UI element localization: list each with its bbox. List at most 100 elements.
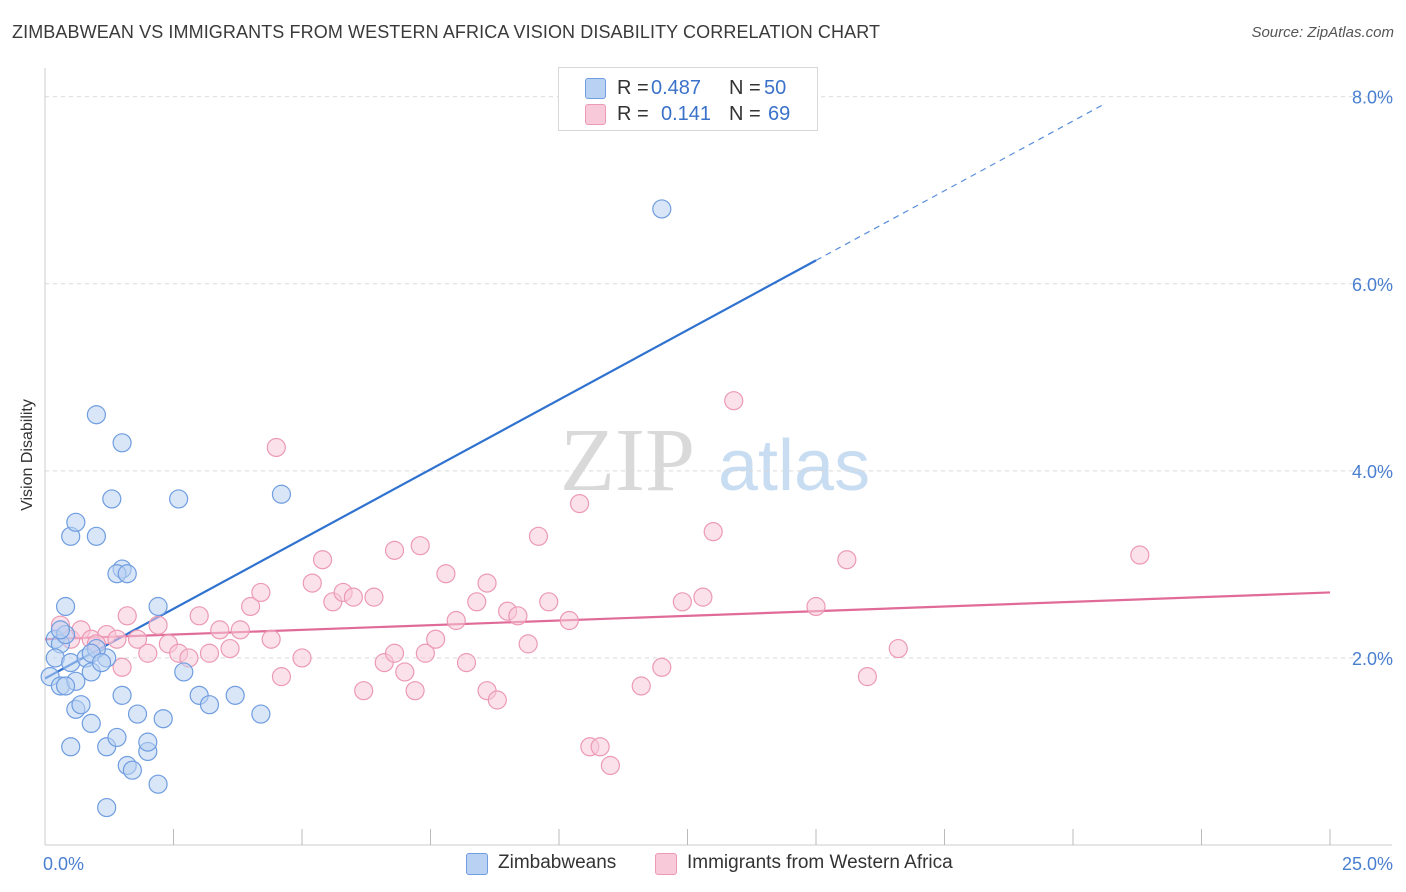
- western-africa-point: [241, 596, 261, 617]
- zimbabwean-point: [199, 695, 220, 715]
- zimbabwean-point: [91, 653, 112, 673]
- western-africa-point: [528, 526, 549, 546]
- western-africa-point: [446, 610, 466, 631]
- zimbabwean-point: [112, 433, 132, 453]
- zimbabwean-point: [117, 564, 137, 584]
- n-label: N =: [729, 77, 761, 99]
- western-africa-point: [117, 606, 137, 626]
- western-africa-point: [569, 493, 590, 514]
- zimbabwean-point: [148, 596, 168, 617]
- western-africa-point: [600, 755, 621, 776]
- western-africa-trend-line: [44, 591, 1331, 641]
- zimbabwean-point: [86, 526, 107, 546]
- y-tick-label: 8.0%: [1352, 88, 1393, 108]
- zimbabwean-point: [86, 405, 107, 425]
- western-africa-point: [107, 629, 127, 649]
- western-africa-point: [127, 629, 148, 649]
- western-africa-point: [312, 550, 333, 570]
- western-africa-point: [266, 437, 286, 458]
- zimbabwean-point: [55, 596, 76, 617]
- western-africa-point: [261, 629, 281, 649]
- chart-title: ZIMBABWEAN VS IMMIGRANTS FROM WESTERN AF…: [12, 22, 881, 42]
- zimbabwean-point: [148, 774, 168, 794]
- zimbabwean-point: [112, 685, 132, 705]
- western-africa-point: [888, 638, 908, 659]
- chart-source: Source: ZipAtlas.com: [1251, 24, 1394, 41]
- western-africa-point: [1130, 545, 1150, 565]
- western-africa-point: [415, 643, 435, 663]
- western-africa-point: [693, 587, 713, 607]
- stats-legend: R = 0.487 N = 50 R = 0.141 N = 69: [558, 67, 818, 131]
- western-africa-point: [199, 643, 220, 663]
- western-africa-point: [220, 638, 240, 659]
- western-africa-point: [384, 643, 405, 663]
- western-africa-point: [364, 587, 384, 607]
- western-africa-point: [251, 582, 271, 603]
- zimbabwean-point: [251, 704, 271, 724]
- zimbabwean-point: [66, 512, 86, 532]
- western-africa-point: [703, 522, 723, 542]
- zimbabwean-point: [81, 713, 101, 734]
- zimbabwean-point: [127, 704, 148, 724]
- x-tick-label: 25.0%: [1342, 854, 1393, 874]
- zimbabwean-point: [169, 489, 189, 509]
- zimbabwean-trend-line: [44, 259, 817, 680]
- western-africa-point: [426, 629, 446, 649]
- western-africa-point: [477, 573, 497, 593]
- western-africa-point: [395, 662, 415, 682]
- n-label: N =: [729, 103, 761, 125]
- zimbabwean-point: [122, 760, 142, 780]
- legend-label: Zimbabweans: [498, 852, 617, 873]
- western-africa-point: [405, 681, 425, 701]
- western-africa-point: [436, 564, 456, 584]
- western-africa-point: [857, 667, 878, 687]
- western-africa-point: [210, 620, 230, 640]
- western-africa-point: [189, 606, 209, 626]
- r-label: R =: [617, 103, 649, 125]
- western-africa-point: [559, 610, 579, 631]
- western-africa-point: [138, 643, 158, 663]
- watermark-atlas: atlas: [718, 426, 870, 506]
- western-africa-point: [837, 550, 857, 570]
- western-africa-point: [456, 653, 477, 673]
- zimbabwean-point: [50, 620, 71, 640]
- legend-label: Immigrants from Western Africa: [687, 852, 953, 873]
- y-tick-label: 4.0%: [1352, 462, 1393, 482]
- zimbabwean-point: [61, 737, 81, 757]
- y-tick-label: 6.0%: [1352, 275, 1393, 295]
- western-africa-point: [652, 657, 672, 677]
- western-africa-point: [487, 690, 507, 710]
- western-africa-point: [539, 592, 559, 612]
- zimbabwean-point: [97, 797, 117, 818]
- western-africa-point: [518, 634, 538, 654]
- western-africa-point: [292, 648, 312, 668]
- watermark-zip: ZIP: [560, 411, 695, 510]
- zimbabwean-trend-extension: [815, 103, 1105, 261]
- western-africa-point: [590, 737, 610, 757]
- western-africa-point: [410, 536, 430, 556]
- western-africa-point: [343, 587, 363, 607]
- r-label: R =: [617, 77, 649, 99]
- western-africa-point: [631, 676, 651, 696]
- western-africa-point: [302, 573, 322, 593]
- x-tick-label: 0.0%: [43, 854, 84, 874]
- zimbabwean-point: [71, 695, 91, 715]
- n-value: 69: [768, 103, 791, 125]
- zimbabwean-point: [55, 676, 76, 696]
- pink-swatch-icon: [655, 853, 677, 875]
- r-value: 0.141: [661, 103, 712, 125]
- western-africa-point: [806, 596, 826, 617]
- western-africa-point: [724, 391, 744, 411]
- western-africa-point: [508, 606, 528, 626]
- western-africa-point: [354, 681, 374, 701]
- n-value: 50: [764, 77, 787, 99]
- zimbabwean-point: [174, 662, 194, 682]
- y-tick-label: 2.0%: [1352, 649, 1393, 669]
- western-africa-point: [271, 667, 292, 687]
- western-africa-point: [467, 592, 487, 612]
- zimbabwean-point: [138, 732, 158, 752]
- zimbabwean-point: [107, 727, 127, 748]
- pink-swatch-icon: [585, 104, 606, 125]
- zimbabwean-point: [102, 489, 122, 509]
